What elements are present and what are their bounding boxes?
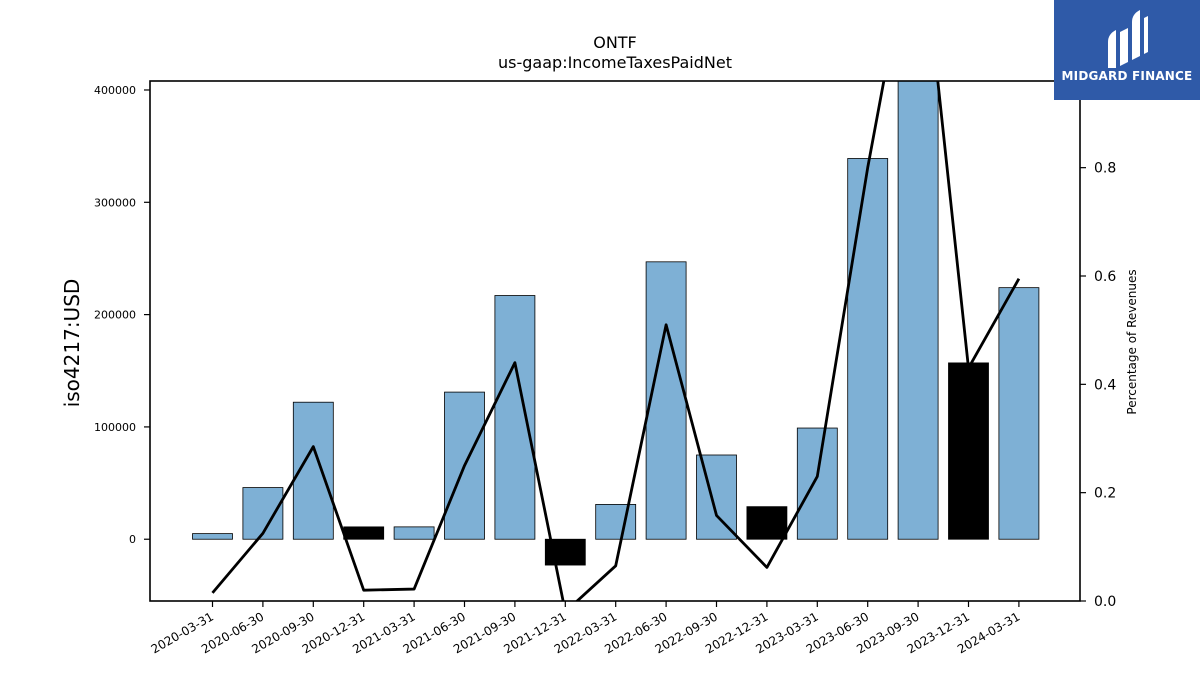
chart-title: ONTF [593, 33, 637, 52]
y-tick-label: 0 [129, 533, 136, 546]
bar [192, 533, 233, 540]
bar [948, 362, 989, 540]
y2-tick-label: 0.8 [1094, 161, 1116, 177]
y2-tick-label: 0.4 [1094, 377, 1116, 393]
y2-axis-label: Percentage of Revenues [1125, 269, 1139, 414]
y-tick-label: 300000 [94, 196, 136, 209]
bar [897, 81, 939, 540]
bar [343, 526, 385, 540]
bar [595, 504, 637, 540]
y-tick-label: 100000 [94, 421, 136, 434]
bar [494, 295, 536, 540]
y-axis: 0 100000 200000 300000 400000 [94, 84, 150, 546]
y-tick-label: 200000 [94, 309, 136, 322]
logo-text: MIDGARD FINANCE [1061, 69, 1193, 83]
revenue-percentage-line [211, 81, 1021, 601]
x-axis: 2020-03-312020-06-302020-09-302020-12-31… [149, 601, 1022, 656]
y-tick-label: 400000 [94, 84, 136, 97]
line-layer [211, 81, 1021, 601]
bar [796, 427, 838, 540]
bar [998, 287, 1040, 540]
y2-tick-label: 0.2 [1094, 486, 1116, 502]
midgard-finance-logo: MIDGARD FINANCE [1054, 0, 1200, 100]
y2-tick-label: 0.6 [1094, 269, 1116, 285]
chart-subtitle: us-gaap:IncomeTaxesPaidNet [498, 53, 732, 72]
y2-tick-label: 0.0 [1094, 594, 1116, 610]
bar [847, 158, 889, 540]
bar [746, 506, 788, 540]
plot-frame [149, 80, 1081, 602]
bars [192, 81, 1040, 566]
midgard-logo-icon [1108, 10, 1148, 68]
y-axis-label: iso4217:USD [60, 279, 84, 408]
y2-axis: 0.0 0.2 0.4 0.6 0.8 [1080, 161, 1116, 610]
bar [645, 261, 687, 540]
bar [393, 526, 435, 540]
